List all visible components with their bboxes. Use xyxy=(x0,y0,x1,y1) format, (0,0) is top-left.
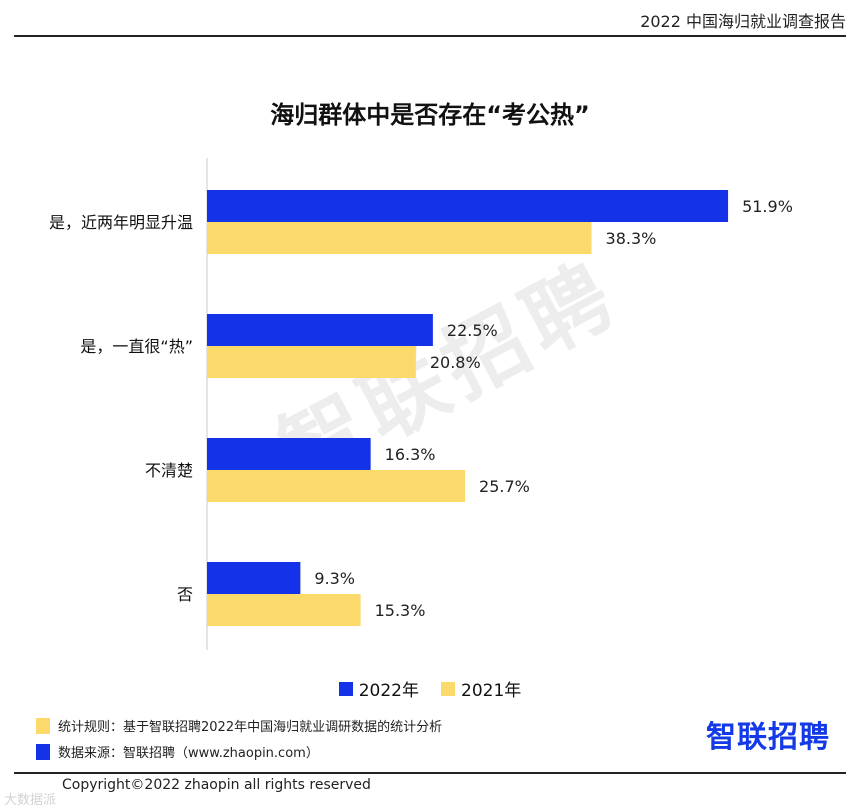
bar-y2021-0 xyxy=(207,222,592,254)
chart-legend: 2022年 2021年 xyxy=(0,676,860,701)
chart-title: 海归群体中是否存在“考公热” xyxy=(270,101,590,129)
category-label: 是，近两年明显升温 xyxy=(49,213,193,232)
footer-divider xyxy=(14,772,846,774)
stat-rule-note: 统计规则：基于智联招聘2022年中国海归就业调研数据的统计分析 xyxy=(36,716,442,735)
report-title: 2022 中国海归就业调查报告 xyxy=(640,12,846,31)
legend-swatch-2022 xyxy=(338,681,353,696)
value-label: 9.3% xyxy=(314,569,355,588)
stat-rule-swatch xyxy=(36,717,50,734)
bar-y2021-1 xyxy=(207,346,416,378)
value-label: 25.7% xyxy=(479,477,530,496)
value-label: 22.5% xyxy=(447,321,498,340)
category-label: 否 xyxy=(177,585,193,604)
bar-y2021-3 xyxy=(207,594,361,626)
legend-label-2022: 2022年 xyxy=(358,681,419,701)
value-label: 51.9% xyxy=(742,197,793,216)
data-source-text: 数据来源：智联招聘（www.zhaopin.com） xyxy=(58,746,319,761)
category-label: 不清楚 xyxy=(145,461,193,480)
value-label: 38.3% xyxy=(606,229,657,248)
bar-y2022-0 xyxy=(207,190,729,222)
legend-item-2022: 2022年 xyxy=(338,676,419,701)
copyright-text: Copyright©2022 zhaopin all rights reserv… xyxy=(62,777,371,793)
value-label: 20.8% xyxy=(430,353,481,372)
corner-watermark: 大数据派 xyxy=(4,793,57,808)
legend-label-2021: 2021年 xyxy=(461,681,522,701)
legend-swatch-2021 xyxy=(441,681,455,696)
data-source-note: 数据来源：智联招聘（www.zhaopin.com） xyxy=(36,742,319,761)
bar-y2022-1 xyxy=(207,314,433,346)
bar-y2022-2 xyxy=(207,438,371,470)
header-divider xyxy=(14,35,846,37)
brand-logo: 智联招聘 xyxy=(706,720,830,755)
value-label: 15.3% xyxy=(375,601,426,620)
bar-y2022-3 xyxy=(207,562,301,594)
data-source-swatch xyxy=(36,743,50,760)
stat-rule-text: 统计规则：基于智联招聘2022年中国海归就业调研数据的统计分析 xyxy=(58,720,443,735)
category-label: 是，一直很“热” xyxy=(80,337,193,356)
legend-item-2021: 2021年 xyxy=(441,676,521,701)
value-label: 16.3% xyxy=(385,445,436,464)
bar-y2021-2 xyxy=(207,470,466,502)
